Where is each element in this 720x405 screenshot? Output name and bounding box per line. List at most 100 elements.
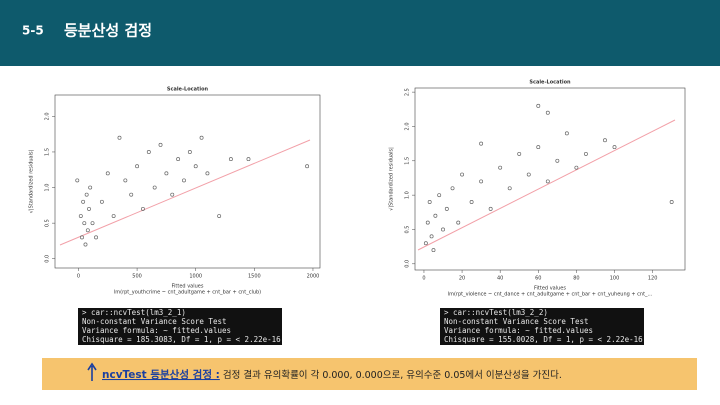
point	[228, 157, 233, 162]
x-tick-label: 0	[422, 276, 425, 282]
point	[545, 179, 550, 184]
point	[94, 235, 98, 240]
plot-frame	[414, 87, 686, 271]
x-tick-label: 60	[535, 276, 541, 282]
point	[99, 199, 104, 204]
point	[507, 186, 512, 191]
point	[123, 178, 128, 183]
point	[536, 103, 541, 108]
x-axis-label: Fitted values	[534, 286, 566, 292]
console-box	[440, 308, 644, 345]
point	[170, 192, 175, 197]
point	[164, 171, 169, 176]
summary-text: 검정 결과 유의확률이 각 0.000, 0.000으로, 유의수준 0.05에…	[220, 369, 562, 381]
section-number: 5-5	[22, 24, 44, 38]
point	[135, 164, 140, 169]
point	[82, 221, 87, 226]
point	[182, 178, 186, 183]
point	[433, 213, 438, 218]
x-tick-label: 1000	[189, 274, 202, 280]
point	[469, 200, 474, 204]
console-line: Variance formula: ~ fitted.values	[444, 326, 593, 335]
x-tick-label: 100	[610, 276, 620, 282]
trend-line	[417, 119, 676, 251]
section-title: 등분산성 검정	[64, 22, 152, 40]
point	[456, 220, 461, 225]
point	[479, 141, 484, 146]
point	[85, 228, 90, 233]
x-tick-label: 80	[573, 276, 579, 282]
x-tick-label: 1500	[248, 274, 261, 280]
point	[176, 157, 181, 162]
y-tick-label: 0.5	[45, 219, 51, 227]
y-tick-label: 1.0	[45, 184, 51, 192]
point	[87, 206, 91, 211]
point	[88, 185, 93, 190]
point	[187, 150, 192, 154]
point	[80, 235, 84, 240]
trend-line	[59, 139, 311, 246]
y-tick-label: 0.0	[405, 260, 411, 268]
y-tick-label: 1.5	[405, 157, 411, 165]
x-axis-label: Fitted values	[172, 284, 204, 290]
y-tick-label: 1.0	[405, 191, 411, 199]
point	[140, 206, 145, 211]
point	[217, 214, 222, 218]
point	[517, 151, 522, 156]
point	[444, 206, 449, 211]
summary-label: ncvTest 등분산성 검정 :	[102, 368, 220, 381]
point	[83, 242, 88, 247]
point	[75, 178, 80, 183]
point	[488, 206, 493, 211]
point	[152, 185, 157, 190]
x-tick-label: 500	[132, 274, 142, 280]
console-line: Variance formula: ~ fitted.values	[82, 326, 231, 335]
point	[90, 221, 95, 226]
point	[158, 142, 163, 147]
point	[574, 165, 579, 170]
chart-title: Scale-Location	[529, 80, 571, 86]
y-tick-label: 2.0	[405, 122, 411, 130]
point	[603, 138, 607, 143]
console-line: > car::ncvTest(lm3_2_1)	[82, 308, 186, 317]
plot-frame	[54, 94, 321, 269]
point	[78, 214, 83, 218]
point	[205, 171, 210, 176]
x-tick-label: 2000	[307, 274, 320, 280]
point	[612, 145, 617, 150]
arrow-icon	[87, 362, 97, 381]
chart-subtitle: lm(rpt_youthcrime ~ cnt_adultgame + cnt_…	[114, 290, 261, 296]
point	[441, 227, 445, 232]
point	[246, 157, 251, 162]
summary-box	[42, 358, 697, 390]
console-line: > car::ncvTest(lm3_2_2)	[444, 308, 548, 317]
header-bar	[0, 0, 720, 66]
point	[564, 131, 569, 136]
y-tick-label: 2.0	[45, 112, 51, 120]
console-line: Chisquare = 185.3083, Df = 1, p = < 2.22…	[82, 335, 281, 344]
point	[429, 234, 434, 239]
point	[526, 172, 531, 177]
console-line: Non-constant Variance Score Test	[444, 317, 589, 326]
point	[81, 199, 86, 204]
point	[431, 248, 436, 253]
chart-title: Scale-Location	[167, 87, 209, 93]
point	[545, 110, 550, 115]
y-tick-label: 0.5	[405, 226, 411, 234]
point	[199, 135, 204, 140]
x-tick-label: 40	[497, 276, 503, 282]
y-tick-label: 0.0	[45, 255, 51, 263]
x-tick-label: 120	[648, 276, 658, 282]
point	[117, 135, 122, 140]
point	[479, 179, 484, 184]
point	[193, 164, 198, 169]
point	[84, 192, 89, 197]
y-axis-label: √|Standardized residuals|	[29, 149, 35, 213]
chart-subtitle: lm(rpt_violence ~ cnt_dance + cnt_adultg…	[448, 292, 653, 298]
point	[583, 151, 588, 156]
point	[536, 145, 541, 150]
point	[423, 241, 428, 246]
point	[437, 193, 442, 198]
point	[425, 220, 430, 225]
